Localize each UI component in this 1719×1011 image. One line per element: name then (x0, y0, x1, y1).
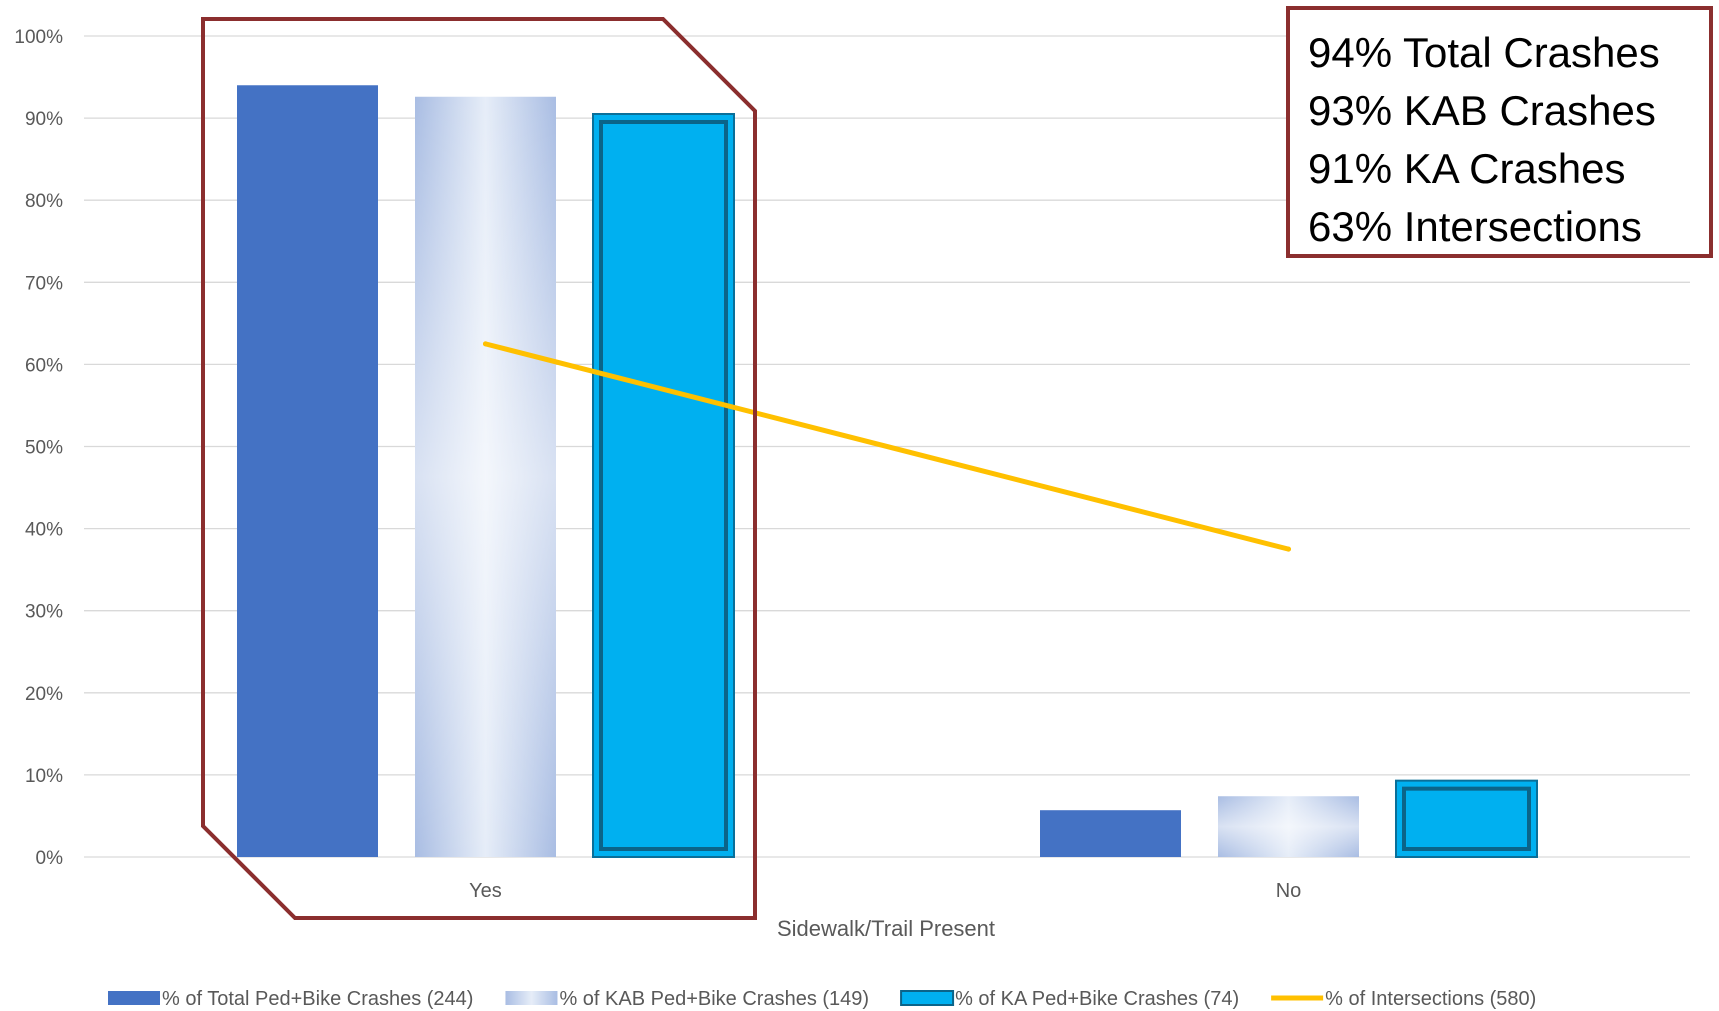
intersections-line-path (483, 341, 1291, 552)
x-category-label: Yes (469, 880, 502, 902)
legend-swatch (108, 991, 160, 1005)
intersections-line-point (1286, 546, 1291, 552)
legend-label: % of Intersections (580) (1325, 988, 1536, 1010)
legend-label: % of KAB Ped+Bike Crashes (149) (559, 988, 869, 1010)
intersections-line-point (483, 341, 488, 347)
y-axis-ticks: 0% 10% 20% 30% 40% 50% 60% 70% 80% 90% 100% (14, 27, 63, 869)
y-tick-label: 90% (25, 109, 63, 130)
summary-callout: 94% Total Crashes 93% KAB Crashes 91% KA… (1286, 6, 1713, 258)
legend-label: % of Total Ped+Bike Crashes (244) (162, 988, 473, 1010)
y-tick-label: 80% (25, 191, 63, 212)
y-tick-label: 0% (36, 848, 64, 869)
intersections-line (483, 341, 1291, 552)
yes-highlight-outline (201, 17, 757, 920)
callout-line: 93% KAB Crashes (1308, 87, 1656, 134)
bar-ka-crashes (592, 112, 735, 859)
callout-line: 63% Intersections (1308, 203, 1642, 250)
legend-swatch (505, 991, 558, 1005)
bar-total-crashes (237, 85, 378, 857)
x-axis-categories: Yes No (469, 880, 1301, 902)
y-tick-label: 50% (25, 438, 63, 459)
y-tick-label: 70% (25, 273, 63, 294)
x-category-label: No (1276, 880, 1302, 902)
bar-kab-crashes-sheen (415, 96, 556, 857)
legend-label: % of KA Ped+Bike Crashes (74) (955, 988, 1239, 1010)
callout-line: 94% Total Crashes (1308, 29, 1660, 76)
y-tick-label: 10% (25, 766, 63, 787)
bars (237, 85, 1538, 859)
x-axis-title: Sidewalk/Trail Present (777, 916, 995, 941)
callout-line: 91% KA Crashes (1308, 145, 1626, 192)
bar-kab-crashes-sheen (1218, 796, 1359, 857)
y-tick-label: 30% (25, 602, 63, 623)
legend: % of Total Ped+Bike Crashes (244) % of KA… (108, 988, 1536, 1010)
bar-ka-crashes-bevel (1402, 786, 1531, 851)
bar-ka-crashes-bevel (599, 119, 728, 852)
y-tick-label: 40% (25, 520, 63, 541)
legend-swatch (900, 990, 955, 1006)
y-tick-label: 60% (25, 355, 63, 376)
bar-ka-crashes (1395, 779, 1538, 858)
bar-total-crashes (1040, 810, 1181, 857)
y-tick-label: 100% (14, 27, 63, 48)
y-tick-label: 20% (25, 684, 63, 705)
